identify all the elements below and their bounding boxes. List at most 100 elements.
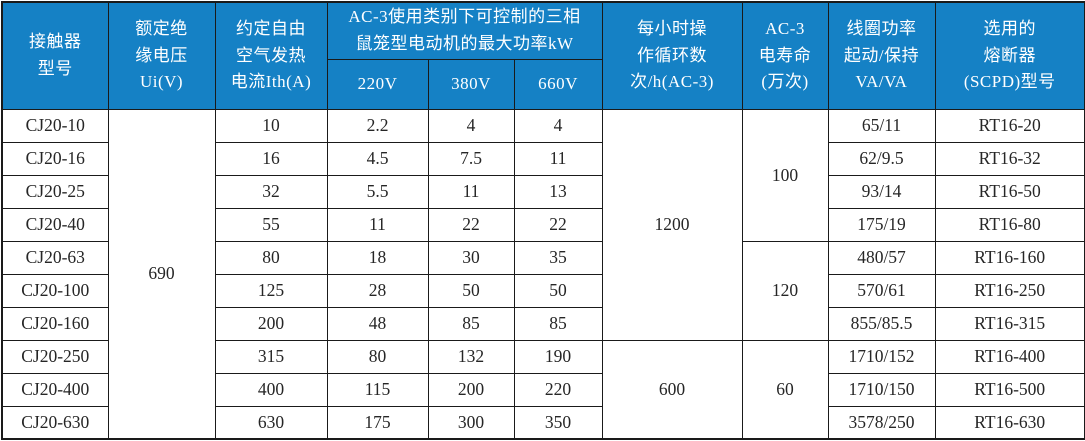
cell-kw660: 4 — [513, 108, 603, 143]
cell-model: CJ20-400 — [1, 372, 109, 407]
table-row: CJ20-40 55 11 22 22 175/19 RT16-80 — [1, 207, 1085, 242]
cell-fuse: RT16-160 — [934, 240, 1085, 275]
cell-kw380: 30 — [427, 240, 515, 275]
cell-kw220: 28 — [326, 273, 429, 308]
cell-fuse: RT16-400 — [934, 339, 1085, 374]
cell-coil: 570/61 — [827, 273, 936, 308]
cell-model: CJ20-160 — [1, 306, 109, 341]
table-row: CJ20-630 630 175 300 350 3578/250 RT16-6… — [1, 405, 1085, 440]
cell-kw220: 175 — [326, 405, 429, 440]
header-thermal-current: 约定自由 空气发热 电流Ith(A) — [214, 1, 328, 110]
cell-ith: 400 — [214, 372, 328, 407]
cell-kw660: 220 — [513, 372, 603, 407]
cell-model: CJ20-25 — [1, 174, 109, 209]
table-row: CJ20-400 400 115 200 220 1710/150 RT16-5… — [1, 372, 1085, 407]
cell-fuse: RT16-250 — [934, 273, 1085, 308]
cell-kw380: 50 — [427, 273, 515, 308]
cell-kw220: 115 — [326, 372, 429, 407]
cell-kw380: 22 — [427, 207, 515, 242]
header-kw-220v: 220V — [326, 58, 429, 110]
cell-ith: 32 — [214, 174, 328, 209]
cell-ith: 10 — [214, 108, 328, 143]
cell-ith: 125 — [214, 273, 328, 308]
cell-ith: 80 — [214, 240, 328, 275]
cell-life-merged: 60 — [741, 339, 829, 440]
table-row: CJ20-160 200 48 85 85 855/85.5 RT16-315 — [1, 306, 1085, 341]
cell-kw380: 85 — [427, 306, 515, 341]
cell-life-merged: 100 — [741, 108, 829, 242]
cell-kw380: 4 — [427, 108, 515, 143]
cell-coil: 62/9.5 — [827, 141, 936, 176]
cell-kw660: 50 — [513, 273, 603, 308]
cell-fuse: RT16-500 — [934, 372, 1085, 407]
cell-coil: 480/57 — [827, 240, 936, 275]
cell-kw380: 7.5 — [427, 141, 515, 176]
cell-fuse: RT16-80 — [934, 207, 1085, 242]
cell-ith: 315 — [214, 339, 328, 374]
cell-kw380: 132 — [427, 339, 515, 374]
cell-kw220: 5.5 — [326, 174, 429, 209]
cell-model: CJ20-40 — [1, 207, 109, 242]
table-row: CJ20-100 125 28 50 50 570/61 RT16-250 — [1, 273, 1085, 308]
cell-model: CJ20-63 — [1, 240, 109, 275]
cell-model: CJ20-100 — [1, 273, 109, 308]
cell-cycles-merged: 600 — [601, 339, 743, 440]
table-body: CJ20-10 690 10 2.2 4 4 1200 100 65/11 RT… — [1, 108, 1085, 440]
header-kw-660v: 660V — [513, 58, 603, 110]
cell-cycles-merged: 1200 — [601, 108, 743, 341]
cell-kw660: 35 — [513, 240, 603, 275]
cell-fuse: RT16-630 — [934, 405, 1085, 440]
header-kw-380v: 380V — [427, 58, 515, 110]
header-model: 接触器 型号 — [1, 1, 109, 110]
cell-kw380: 200 — [427, 372, 515, 407]
cell-kw660: 190 — [513, 339, 603, 374]
cell-kw660: 13 — [513, 174, 603, 209]
cell-life-merged: 120 — [741, 240, 829, 341]
table-row: CJ20-25 32 5.5 11 13 93/14 RT16-50 — [1, 174, 1085, 209]
cell-model: CJ20-10 — [1, 108, 109, 143]
cell-coil: 1710/150 — [827, 372, 936, 407]
cell-kw220: 11 — [326, 207, 429, 242]
cell-kw660: 85 — [513, 306, 603, 341]
header-rated-insulation-voltage: 额定绝 缘电压 Ui(V) — [107, 1, 216, 110]
cell-coil: 65/11 — [827, 108, 936, 143]
cell-kw660: 350 — [513, 405, 603, 440]
header-electrical-life: AC-3 电寿命 (万次) — [741, 1, 829, 110]
cell-ith: 630 — [214, 405, 328, 440]
cell-kw220: 48 — [326, 306, 429, 341]
cell-fuse: RT16-20 — [934, 108, 1085, 143]
cell-kw220: 2.2 — [326, 108, 429, 143]
cell-kw380: 11 — [427, 174, 515, 209]
cell-model: CJ20-250 — [1, 339, 109, 374]
cell-kw660: 11 — [513, 141, 603, 176]
cell-fuse: RT16-315 — [934, 306, 1085, 341]
header-kw-group: AC-3使用类别下可控制的三相 鼠笼型电动机的最大功率kW — [326, 1, 603, 60]
cell-coil: 855/85.5 — [827, 306, 936, 341]
table-header: 接触器 型号 额定绝 缘电压 Ui(V) 约定自由 空气发热 电流Ith(A) … — [1, 1, 1085, 110]
cell-model: CJ20-630 — [1, 405, 109, 440]
cell-coil: 1710/152 — [827, 339, 936, 374]
cell-kw660: 22 — [513, 207, 603, 242]
header-coil-power: 线圈功率 起动/保持 VA/VA — [827, 1, 936, 110]
header-fuse-type: 选用的 熔断器 (SCPD)型号 — [934, 1, 1085, 110]
cell-ith: 55 — [214, 207, 328, 242]
table-row: CJ20-16 16 4.5 7.5 11 62/9.5 RT16-32 — [1, 141, 1085, 176]
table-row: CJ20-63 80 18 30 35 120 480/57 RT16-160 — [1, 240, 1085, 341]
header-cycles-per-hour: 每小时操 作循环数 次/h(AC-3) — [601, 1, 743, 110]
cell-kw220: 18 — [326, 240, 429, 275]
table-row: CJ20-250 315 80 132 190 600 60 1710/152 … — [1, 339, 1085, 440]
cell-kw380: 300 — [427, 405, 515, 440]
cell-model: CJ20-16 — [1, 141, 109, 176]
cell-kw220: 80 — [326, 339, 429, 374]
cell-fuse: RT16-50 — [934, 174, 1085, 209]
cell-ith: 200 — [214, 306, 328, 341]
cell-coil: 3578/250 — [827, 405, 936, 440]
cell-kw220: 4.5 — [326, 141, 429, 176]
cell-coil: 93/14 — [827, 174, 936, 209]
cell-ith: 16 — [214, 141, 328, 176]
cell-coil: 175/19 — [827, 207, 936, 242]
cell-ui-merged: 690 — [107, 108, 216, 440]
cell-fuse: RT16-32 — [934, 141, 1085, 176]
table-row: CJ20-10 690 10 2.2 4 4 1200 100 65/11 RT… — [1, 108, 1085, 440]
